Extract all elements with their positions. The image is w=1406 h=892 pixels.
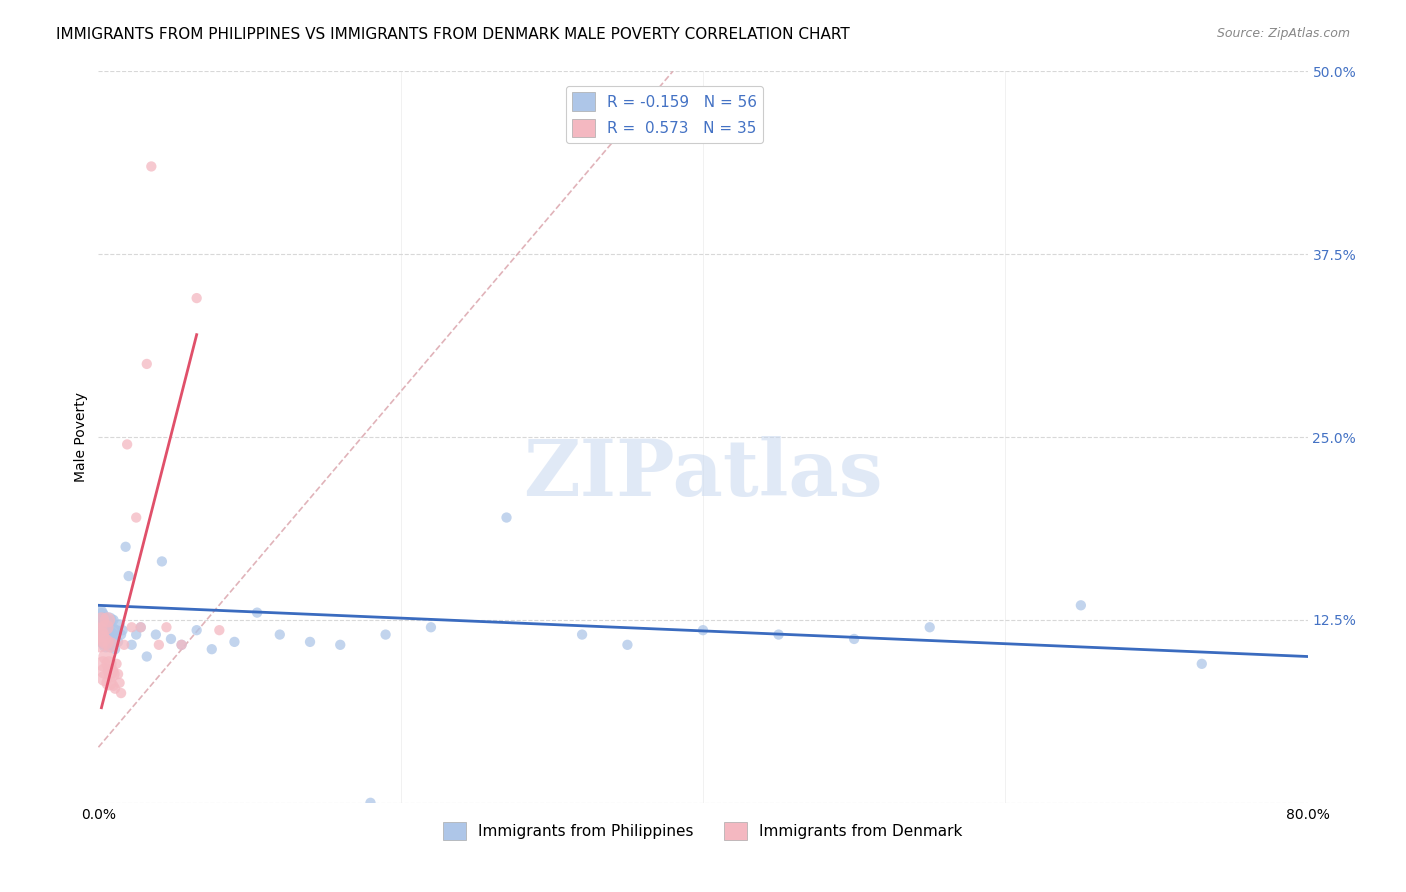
Point xyxy=(135,649,157,664)
Point xyxy=(96,627,118,641)
Point xyxy=(105,623,128,637)
Point xyxy=(768,627,790,641)
Point xyxy=(155,620,177,634)
Point xyxy=(93,664,115,678)
Point xyxy=(94,649,117,664)
Point xyxy=(844,632,866,646)
Point xyxy=(100,638,122,652)
Point xyxy=(160,632,183,646)
Point xyxy=(1070,599,1092,613)
Point xyxy=(269,627,291,641)
Point xyxy=(107,667,129,681)
Point xyxy=(246,606,269,620)
Point xyxy=(115,437,138,451)
Point xyxy=(91,632,114,646)
Point xyxy=(107,635,129,649)
Point xyxy=(110,686,132,700)
Point xyxy=(103,613,125,627)
Point xyxy=(98,613,121,627)
Point xyxy=(103,679,125,693)
Point xyxy=(224,635,246,649)
Y-axis label: Male Poverty: Male Poverty xyxy=(75,392,89,482)
Point xyxy=(360,796,382,810)
Point xyxy=(495,510,517,524)
Point xyxy=(571,627,593,641)
Point xyxy=(208,623,231,637)
Point xyxy=(91,657,114,671)
Point xyxy=(299,635,322,649)
Point xyxy=(91,613,114,627)
Point xyxy=(201,642,224,657)
Point xyxy=(89,623,111,637)
Point xyxy=(186,291,208,305)
Point xyxy=(111,623,134,637)
Legend: Immigrants from Philippines, Immigrants from Denmark: Immigrants from Philippines, Immigrants … xyxy=(437,815,969,847)
Point xyxy=(93,635,115,649)
Point xyxy=(692,623,714,637)
Point xyxy=(148,638,170,652)
Point xyxy=(121,620,143,634)
Point xyxy=(1191,657,1213,671)
Point xyxy=(616,638,638,652)
Point xyxy=(170,638,193,652)
Point xyxy=(420,620,443,634)
Point xyxy=(94,638,117,652)
Point xyxy=(125,510,148,524)
Point xyxy=(114,540,136,554)
Point xyxy=(100,627,122,641)
Point xyxy=(108,617,131,632)
Point xyxy=(96,617,118,632)
Point xyxy=(129,620,152,634)
Point xyxy=(100,664,122,678)
Point xyxy=(101,667,124,681)
Point xyxy=(186,623,208,637)
Point xyxy=(170,638,193,652)
Point xyxy=(90,608,112,623)
Point xyxy=(110,627,132,641)
Point xyxy=(108,676,131,690)
Point xyxy=(93,620,115,634)
Point xyxy=(329,638,352,652)
Point xyxy=(374,627,396,641)
Point xyxy=(89,638,111,652)
Point xyxy=(98,676,121,690)
Point xyxy=(121,638,143,652)
Point xyxy=(101,623,124,637)
Point xyxy=(104,681,127,696)
Point xyxy=(918,620,941,634)
Point xyxy=(98,635,121,649)
Point xyxy=(150,554,173,568)
Point xyxy=(94,620,117,634)
Point xyxy=(141,160,163,174)
Point xyxy=(90,613,112,627)
Text: ZIPatlas: ZIPatlas xyxy=(523,435,883,512)
Point xyxy=(125,627,148,641)
Point xyxy=(118,569,141,583)
Point xyxy=(91,623,114,637)
Point xyxy=(93,672,115,686)
Point xyxy=(96,613,118,627)
Point xyxy=(90,627,112,641)
Point xyxy=(100,638,122,652)
Point xyxy=(135,357,157,371)
Point xyxy=(98,657,121,671)
Text: IMMIGRANTS FROM PHILIPPINES VS IMMIGRANTS FROM DENMARK MALE POVERTY CORRELATION : IMMIGRANTS FROM PHILIPPINES VS IMMIGRANT… xyxy=(56,27,851,42)
Point xyxy=(90,617,112,632)
Point xyxy=(104,642,127,657)
Point xyxy=(103,632,125,646)
Point xyxy=(89,606,111,620)
Point xyxy=(94,635,117,649)
Point xyxy=(94,623,117,637)
Point xyxy=(93,613,115,627)
Point xyxy=(91,627,114,641)
Point xyxy=(145,627,167,641)
Point xyxy=(105,657,128,671)
Text: Source: ZipAtlas.com: Source: ZipAtlas.com xyxy=(1216,27,1350,40)
Point xyxy=(94,632,117,646)
Point xyxy=(129,620,152,634)
Point xyxy=(112,638,135,652)
